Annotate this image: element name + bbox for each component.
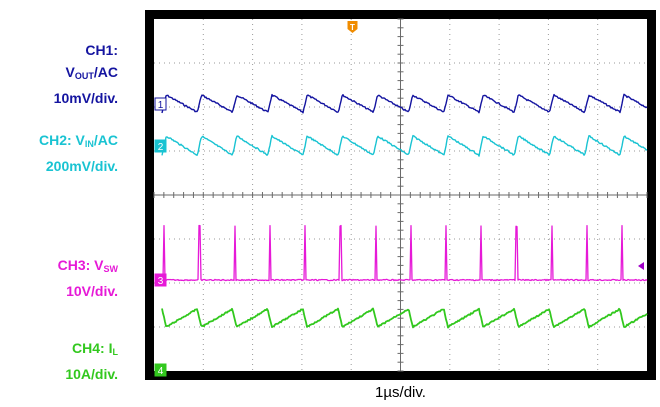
timebase-label: 1µs/div. xyxy=(375,384,426,401)
channel-marker-1-label: 1 xyxy=(158,100,164,111)
oscilloscope-screen: 1 2 3 4 T xyxy=(145,10,656,380)
ch3-scale: 10V/div. xyxy=(66,283,118,299)
channel-marker-3 xyxy=(154,273,167,287)
ch1-waveform xyxy=(161,93,648,114)
ch3-waveform xyxy=(161,224,648,282)
channel-marker-2 xyxy=(154,139,167,153)
channel-marker-1 xyxy=(154,97,167,111)
ch2-signal: CH2: VIN/AC xyxy=(38,132,118,149)
ch2-scale: 200mV/div. xyxy=(45,158,118,174)
channel-marker-3-label: 3 xyxy=(158,276,164,287)
ch4-signal: CH4: IL xyxy=(72,340,118,357)
ch3-label: CH3: VSW 10V/div. xyxy=(58,254,118,302)
trigger-level-arrow-icon xyxy=(638,262,644,270)
ch4-label: CH4: IL 10A/div. xyxy=(65,337,118,385)
channel-marker-4-label: 4 xyxy=(158,366,164,377)
ch2-waveform xyxy=(161,134,648,157)
ch1-signal: VOUT/AC xyxy=(65,64,118,81)
ch4-waveform xyxy=(161,307,648,329)
trigger-marker-icon xyxy=(347,21,358,33)
ch2-label: CH2: VIN/AC 200mV/div. xyxy=(39,129,118,177)
channel-marker-2-label: 2 xyxy=(158,142,164,153)
ch3-signal: CH3: VSW xyxy=(57,257,118,274)
ch1-scale: 10mV/div. xyxy=(53,90,118,106)
trigger-marker-label: T xyxy=(350,23,355,32)
ch1-title: CH1: xyxy=(85,42,118,58)
ch1-label: CH1: VOUT/AC 10mV/div. xyxy=(54,39,118,109)
channel-marker-4 xyxy=(154,363,167,377)
ch4-scale: 10A/div. xyxy=(65,366,118,382)
